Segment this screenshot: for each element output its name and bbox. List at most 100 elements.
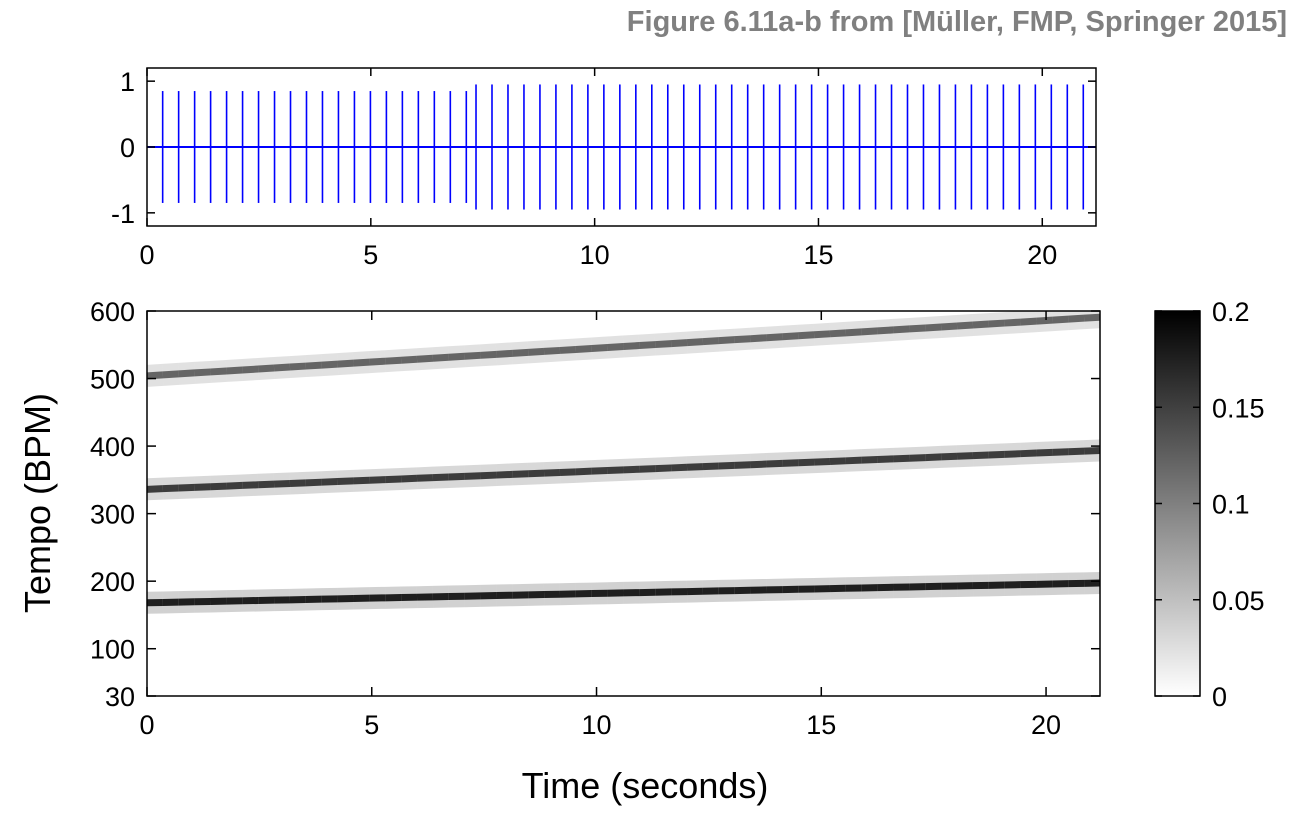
- y-axis-title: Tempo (BPM): [17, 393, 58, 613]
- figure-caption: Figure 6.11a-b from [Müller, FMP, Spring…: [626, 6, 1287, 38]
- tempo-curve-h2: [369, 476, 386, 484]
- tempo-curve-h2: [1036, 448, 1053, 457]
- tempo-curve-h3: [1068, 314, 1085, 323]
- tempogram-axes-frame: [146, 310, 1101, 697]
- tempo-curve-h2: [909, 454, 926, 462]
- tempo-curve-h2: [162, 484, 179, 493]
- tempo-curve-h3: [639, 341, 656, 350]
- tempo-curve-h2: [258, 480, 275, 489]
- colorbar-tick-label: 0.05: [1212, 586, 1265, 616]
- tempo-curve-h2: [813, 457, 831, 466]
- waveform-x-tick-label: 15: [803, 240, 833, 270]
- tempo-curve-h2: [559, 468, 576, 476]
- waveform-y-tick-label: 1: [120, 67, 135, 97]
- tempo-curve-h2: [385, 475, 402, 484]
- tempo-curve-h3: [893, 325, 910, 334]
- colorbar-gradient: [1154, 310, 1201, 697]
- tempo-curve-h3: [1020, 317, 1037, 326]
- tempo-curve-h2: [861, 456, 878, 464]
- colorbar: 0 0.05 0.1 0.15 0.2: [1154, 297, 1265, 712]
- tempo-curve-h2: [845, 456, 862, 465]
- tempogram-y-tick-label: 300: [90, 500, 135, 530]
- tempo-curve-h3: [416, 354, 434, 363]
- waveform-x-tick-label: 10: [580, 240, 610, 270]
- tempo-curve-h3: [1036, 316, 1053, 325]
- tempo-curve-h2: [941, 452, 958, 461]
- tempogram-y-tick-label: 500: [90, 365, 135, 395]
- tempo-curve-h2: [242, 481, 259, 489]
- tempo-curve-h3: [702, 337, 720, 346]
- tempo-curve-h2: [512, 470, 529, 478]
- tempogram-y-tick-label: 400: [90, 432, 135, 462]
- tempogram-x-tick-label: 15: [806, 710, 836, 740]
- tempo-curve-h3: [480, 350, 497, 359]
- tempo-curve-h3: [575, 344, 592, 353]
- tempo-curve-h3: [448, 352, 465, 361]
- tempogram-plot-area: [147, 311, 1100, 696]
- tempo-curve-h2: [925, 453, 942, 462]
- tempo-curve-h2: [956, 452, 974, 460]
- tempo-curve-h2: [1004, 450, 1021, 458]
- tempo-curve-h2: [972, 451, 989, 460]
- tempo-curve-h3: [940, 322, 958, 331]
- tempo-curve-h2: [671, 463, 688, 472]
- tempo-curve-h3: [432, 353, 449, 362]
- tempo-curve-h2: [734, 461, 751, 469]
- tempo-curve-h3: [655, 340, 672, 349]
- tempo-curve-h2: [702, 462, 719, 471]
- tempo-curve-h3: [210, 367, 227, 376]
- tempo-curve-h3: [337, 359, 354, 368]
- tempo-curve-h3: [798, 331, 815, 340]
- tempo-curve-h3: [400, 355, 418, 364]
- tempo-curve-h2: [273, 479, 291, 488]
- tempo-curve-h2: [178, 483, 195, 492]
- tempo-curve-h2: [607, 466, 624, 475]
- tempo-curve-h2: [782, 459, 799, 467]
- tempo-curve-h2: [988, 450, 1005, 459]
- tempo-curve-h2: [210, 482, 227, 491]
- tempogram-x-tick-label: 20: [1031, 710, 1061, 740]
- tempogram-y-tick-label: 100: [90, 635, 135, 665]
- tempo-curve-h2: [766, 459, 783, 468]
- tempogram-marks: [147, 311, 1100, 614]
- tempo-curve-h3: [369, 357, 386, 366]
- tempo-curve-h3: [686, 338, 704, 347]
- tempo-curve-h2: [448, 472, 465, 481]
- tempo-curve-h3: [543, 346, 561, 355]
- tempo-curve-h2: [877, 455, 894, 464]
- tempogram-y-tick-label: 600: [90, 297, 135, 327]
- tempo-curve-h3: [861, 327, 878, 336]
- tempo-curve-h3: [1083, 313, 1100, 322]
- colorbar-ticks: 0 0.05 0.1 0.15 0.2: [1155, 297, 1265, 712]
- tempo-curve-h2: [1083, 446, 1100, 455]
- tempo-curve-h3: [988, 319, 1005, 328]
- tempo-curve-h3: [909, 324, 926, 333]
- tempo-curve-h2: [496, 470, 513, 479]
- tempo-curve-h2: [321, 478, 338, 486]
- tempo-curve-h3: [877, 326, 894, 335]
- tempo-curve-h3: [178, 369, 195, 378]
- tempo-curve-h2: [1052, 448, 1069, 456]
- tempo-curve-h2: [639, 465, 656, 473]
- tempo-curve-h2: [893, 454, 910, 463]
- tempo-curve-h2: [655, 464, 672, 473]
- tempo-curve-h2: [543, 468, 561, 477]
- waveform-x-tick-label: 5: [363, 240, 378, 270]
- tempogram-x-tick-label: 5: [364, 710, 379, 740]
- tempo-curve-h3: [305, 361, 322, 370]
- tempo-curve-h2: [798, 458, 815, 467]
- waveform-y-tick-label: -1: [111, 199, 135, 229]
- tempo-curve-h3: [734, 335, 751, 344]
- tempogram-x-tick-label: 10: [582, 710, 612, 740]
- waveform-x-tick-label: 20: [1027, 240, 1057, 270]
- tempo-curve-h3: [925, 323, 942, 332]
- tempo-curve-h2: [686, 463, 704, 471]
- colorbar-tick-label: 0.1: [1212, 490, 1250, 520]
- tempogram-panel: 0 5 10 15 20 30 100 200 300 400 500 600 Time (secon…: [17, 297, 1101, 806]
- tempogram-x-tick-label: 0: [139, 710, 154, 740]
- tempo-curve-h3: [829, 329, 847, 338]
- tempo-curve-h3: [496, 349, 513, 358]
